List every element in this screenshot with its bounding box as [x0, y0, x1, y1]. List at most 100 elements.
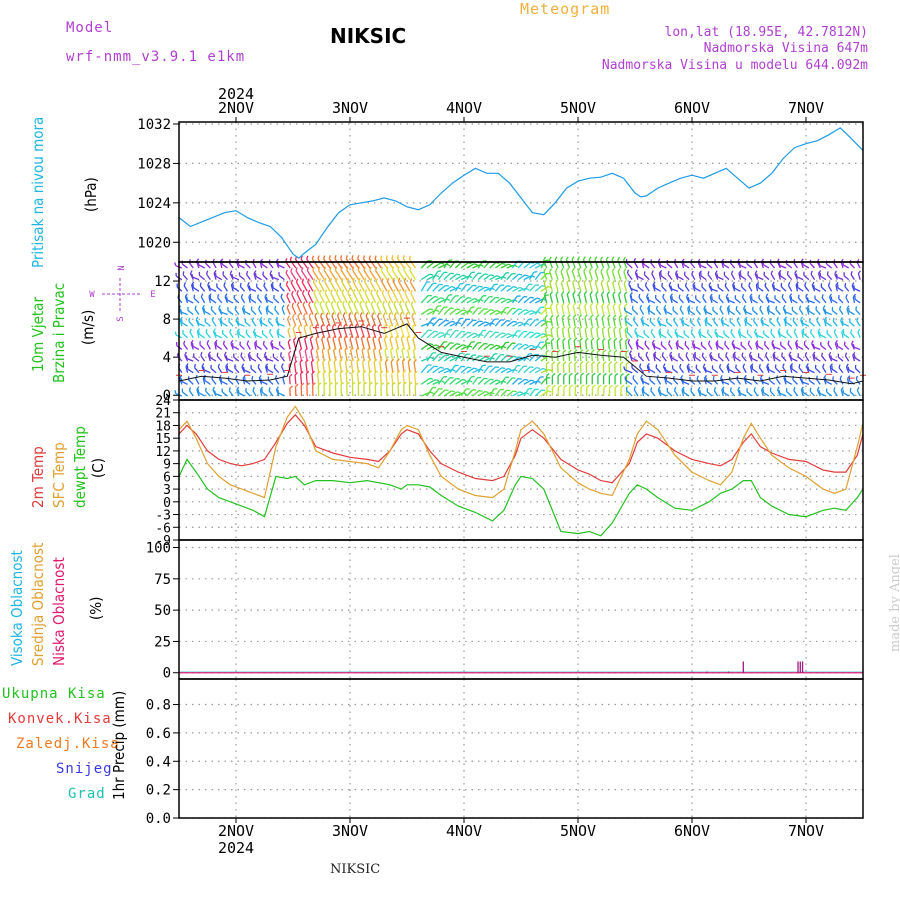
wind-barb — [838, 298, 844, 304]
wind-barb — [712, 368, 719, 374]
wind-barb-flag — [471, 375, 475, 378]
wind-barb-flag — [829, 363, 833, 367]
wind-barb-flag — [286, 304, 290, 308]
wind-barb — [667, 332, 673, 339]
wind-barb-flag — [300, 255, 303, 260]
wind-barb-flag — [342, 300, 345, 305]
wind-barb — [374, 258, 382, 269]
wind-barb — [268, 390, 274, 397]
wind-barb — [466, 319, 474, 327]
wind-barb — [534, 298, 544, 304]
wind-barb — [731, 343, 736, 350]
wind-barb — [798, 308, 804, 315]
wind-barb-flag — [316, 358, 321, 363]
wind-barb-flag — [346, 381, 350, 386]
wind-barb — [625, 379, 633, 385]
wind-barb-flag — [817, 328, 821, 333]
wind-barb-flag — [676, 273, 679, 277]
wind-barb-flag — [397, 266, 400, 270]
wind-barb — [688, 299, 696, 304]
wind-barb-flag — [572, 302, 577, 307]
wind-barb — [432, 353, 440, 362]
wind-barb — [233, 356, 240, 362]
wind-barb — [182, 274, 189, 281]
wind-barb-flag — [479, 320, 483, 323]
wind-barb — [839, 378, 844, 385]
model-altitude-text: Nadmorska Visina u modelu 644.092m — [601, 58, 868, 73]
wind-barb-flag — [726, 363, 730, 367]
wind-barb-flag — [664, 366, 667, 371]
wind-barb — [806, 308, 810, 315]
wind-barb — [391, 269, 400, 280]
wind-barb-flag — [644, 282, 648, 286]
wind-barb-flag — [758, 364, 761, 368]
wind-barb — [748, 354, 753, 362]
wind-barb-flag — [578, 302, 582, 307]
wind-barb — [432, 388, 440, 397]
wind-barb — [800, 319, 804, 327]
wind-barb — [696, 378, 702, 385]
wind-barb — [517, 378, 526, 385]
wind-barb — [658, 272, 662, 280]
wind-barb-flag — [773, 284, 775, 289]
wind-barb-flag — [777, 328, 781, 332]
wind-barb-flag — [437, 305, 441, 307]
wind-barb — [626, 331, 633, 339]
wind-barb-flag — [747, 340, 751, 345]
wind-barb — [403, 280, 411, 292]
wind-barb-flag — [736, 316, 740, 321]
wind-barb — [776, 261, 781, 269]
wind-barb — [618, 317, 622, 327]
compass-west-label: W — [89, 290, 95, 300]
wind-barb-flag — [501, 367, 506, 370]
wind-barb — [261, 381, 268, 385]
wind-barb-flag — [855, 306, 858, 311]
wind-barb — [246, 343, 251, 350]
wind-barb-flag — [320, 312, 323, 317]
wind-barb-flag — [824, 308, 827, 313]
wind-barb — [668, 285, 673, 292]
wind-barb-flag — [804, 351, 808, 356]
wind-barb — [295, 270, 303, 280]
wind-barb — [388, 315, 394, 327]
wind-barb-flag — [323, 255, 326, 260]
wind-barb-flag — [781, 352, 784, 357]
wind-barb — [390, 361, 394, 373]
top-day-label: 2NOV — [218, 99, 254, 117]
wind-barb-flag — [501, 262, 506, 265]
wind-barb-flag — [647, 304, 651, 309]
wind-barb — [534, 307, 541, 315]
wind-barb — [466, 297, 475, 304]
wind-barb — [281, 366, 286, 374]
wind-barb — [276, 331, 280, 338]
wind-barb-flag — [519, 286, 524, 290]
wind-barb — [272, 287, 280, 292]
wind-barb — [266, 299, 274, 304]
temp-sfc-line — [178, 405, 864, 499]
wind-barb — [245, 263, 251, 269]
wind-barb-flag — [339, 358, 343, 362]
wind-barb-flag — [355, 335, 359, 339]
wind-barb — [770, 273, 776, 280]
wind-barb — [369, 269, 377, 280]
wind-barb — [259, 261, 263, 269]
wind-barb-flag — [684, 341, 687, 345]
wind-barb-flag — [495, 296, 500, 299]
wind-barb — [612, 317, 616, 327]
wind-barb — [749, 296, 753, 304]
wind-barb — [706, 263, 713, 269]
wind-barb — [281, 307, 286, 315]
wind-barb-flag — [601, 314, 605, 318]
wind-barb — [594, 271, 599, 280]
wind-barb — [396, 372, 400, 385]
wind-barb — [328, 258, 337, 269]
wind-barb — [449, 378, 457, 385]
wind-barb-flag — [623, 268, 627, 273]
wind-barb — [707, 274, 713, 281]
wind-barb-flag — [663, 304, 667, 309]
wind-barb — [837, 356, 844, 362]
wind-barb-flag — [691, 270, 694, 275]
wind-barb — [639, 308, 645, 315]
top-day-label: 7NOV — [788, 99, 824, 117]
wind-barb-flag — [846, 305, 850, 310]
